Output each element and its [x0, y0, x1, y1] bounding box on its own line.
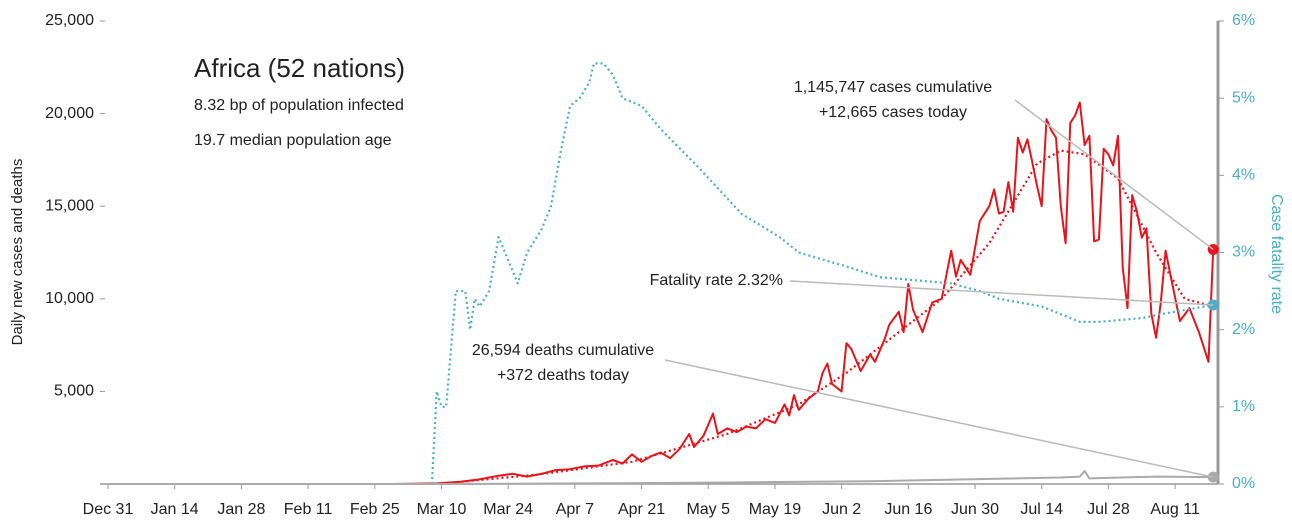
series-line [430, 62, 1214, 485]
leader-line [664, 359, 1214, 478]
y-tick-label: 20,000 [45, 105, 94, 122]
annotation: 1,145,747 cases cumulative [794, 79, 992, 96]
series-line [436, 149, 1214, 486]
y2-tick-label: 4% [1232, 167, 1255, 184]
y2-axis-label: Case fatality rate [1268, 194, 1285, 314]
y-tick-label: 10,000 [45, 290, 94, 307]
x-tick-label: Apr 7 [556, 501, 594, 518]
leader-line [789, 280, 1214, 306]
x-tick-label: Jun 2 [822, 501, 861, 518]
annotation: 26,594 deaths cumulative [472, 342, 654, 359]
y-tick-label: 15,000 [45, 197, 94, 214]
y2-tick-label: 3% [1232, 244, 1255, 261]
series-line [108, 101, 1215, 485]
y-axis-label: Daily new cases and deaths [9, 159, 26, 346]
chart-title: Africa (52 nations) [194, 53, 405, 83]
y2-tick-label: 2% [1232, 321, 1255, 338]
x-tick-label: Mar 10 [417, 501, 467, 518]
annotation: +372 deaths today [497, 367, 629, 384]
y2-tick-label: 6% [1232, 12, 1255, 29]
y-tick-label: 25,000 [45, 12, 94, 29]
x-tick-label: Aug 11 [1150, 501, 1200, 518]
x-tick-label: Jul 28 [1087, 501, 1130, 518]
x-tick-label: May 5 [686, 501, 730, 518]
series-line [108, 470, 1214, 485]
x-tick-label: Jul 14 [1020, 501, 1063, 518]
y2-tick-label: 0% [1232, 475, 1255, 492]
annotation: Fatality rate 2.32% [650, 272, 783, 289]
x-tick-label: Dec 31 [83, 501, 134, 518]
x-tick-label: May 19 [749, 501, 802, 518]
x-tick-label: Apr 21 [618, 501, 665, 518]
x-tick-label: Jun 30 [951, 501, 999, 518]
x-tick-label: Jun 16 [884, 501, 932, 518]
annotation: +12,665 cases today [819, 104, 967, 121]
y2-tick-label: 1% [1232, 398, 1255, 415]
subtitle: 19.7 median population age [194, 132, 392, 149]
x-tick-label: Jan 28 [217, 501, 265, 518]
y2-tick-label: 5% [1232, 89, 1255, 106]
x-tick-label: Feb 25 [350, 501, 400, 518]
x-tick-label: Mar 24 [483, 501, 533, 518]
subtitle: 8.32 bp of population infected [194, 97, 404, 114]
y-tick-label: 5,000 [54, 383, 94, 400]
x-tick-label: Jan 14 [151, 501, 199, 518]
leader-line [1014, 99, 1214, 251]
x-tick-label: Feb 11 [284, 501, 333, 518]
